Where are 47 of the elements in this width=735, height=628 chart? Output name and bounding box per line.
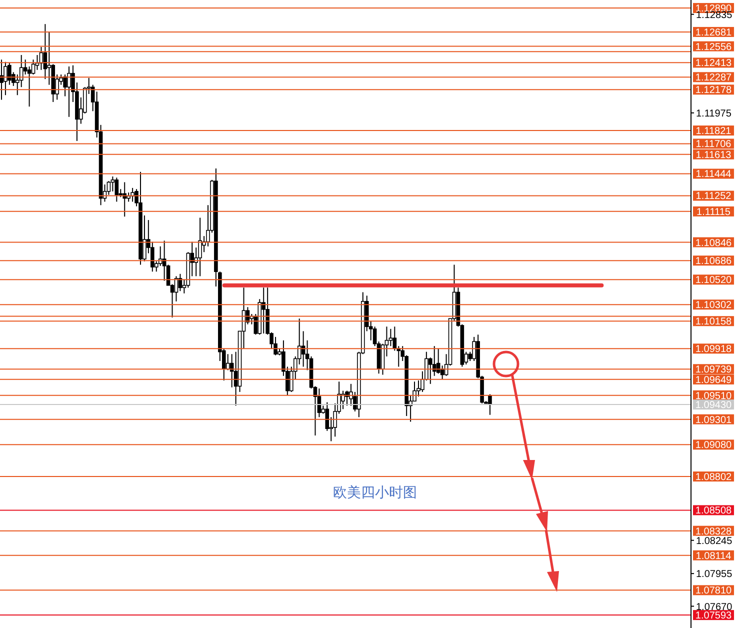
- ref-line-label: 1.09301: [695, 414, 732, 426]
- ref-line-label: 1.11706: [696, 139, 732, 150]
- candlestick: [198, 217, 202, 277]
- candlestick: [63, 74, 67, 97]
- ref-line-label: 1.07810: [695, 586, 732, 597]
- ref-line-label: 1.11821: [696, 126, 732, 138]
- ref-line-label: 1.09510: [695, 390, 732, 402]
- ref-line-label: 1.08328: [695, 526, 732, 538]
- candlestick: [67, 66, 71, 118]
- candlestick: [126, 192, 130, 202]
- ref-line-label: 1.10686: [695, 256, 732, 268]
- ref-line-label: 1.10158: [695, 316, 732, 328]
- ref-line-label: 1.08802: [695, 472, 732, 483]
- ref-line-label: 1.08508: [695, 506, 732, 517]
- ref-line-label: 1.12681: [695, 27, 732, 38]
- ref-line-label: 1.12556: [695, 42, 732, 53]
- candlestick: [274, 336, 278, 356]
- candlestick: [226, 354, 230, 371]
- ref-line-label: 1.12178: [695, 85, 732, 96]
- candlestick: [262, 287, 266, 334]
- text: 欧美四小时图: [332, 484, 418, 502]
- candlestick: [388, 328, 393, 347]
- ref-line-label: 1.11115: [696, 206, 731, 218]
- ref-line-label: 1.08114: [696, 550, 732, 562]
- candlestick: [345, 390, 349, 406]
- candlestick: [114, 177, 119, 202]
- candlestick: [0, 59, 4, 100]
- ref-line-label: 1.09080: [695, 440, 732, 452]
- ref-line-label: 1.11252: [696, 191, 732, 202]
- candlestick: [110, 176, 115, 192]
- ref-line-label: 1.07593: [695, 610, 732, 622]
- ref-line-label: 1.12287: [695, 72, 732, 84]
- y-tick-label: 1.07670: [696, 602, 733, 613]
- y-tick-label: 1.08245: [696, 536, 733, 547]
- ref-line-label: 1.10520: [695, 275, 732, 286]
- ref-line-label: 1.09739: [695, 364, 732, 376]
- ref-line-label: 1.10846: [695, 238, 732, 249]
- candlestick: [341, 390, 345, 410]
- ref-line-label: 1.11444: [696, 169, 732, 180]
- ref-line-label: 1.11613: [696, 150, 732, 161]
- y-tick-label: 1.07955: [696, 569, 733, 580]
- ref-line-label: 1.09649: [695, 374, 732, 386]
- ref-line-label: 1.09918: [695, 344, 732, 356]
- candlestick: [4, 61, 8, 96]
- y-tick-label: 1.11975: [696, 108, 732, 120]
- ref-line-label: 1.10302: [695, 300, 732, 312]
- ref-line-label: 1.12413: [695, 58, 732, 70]
